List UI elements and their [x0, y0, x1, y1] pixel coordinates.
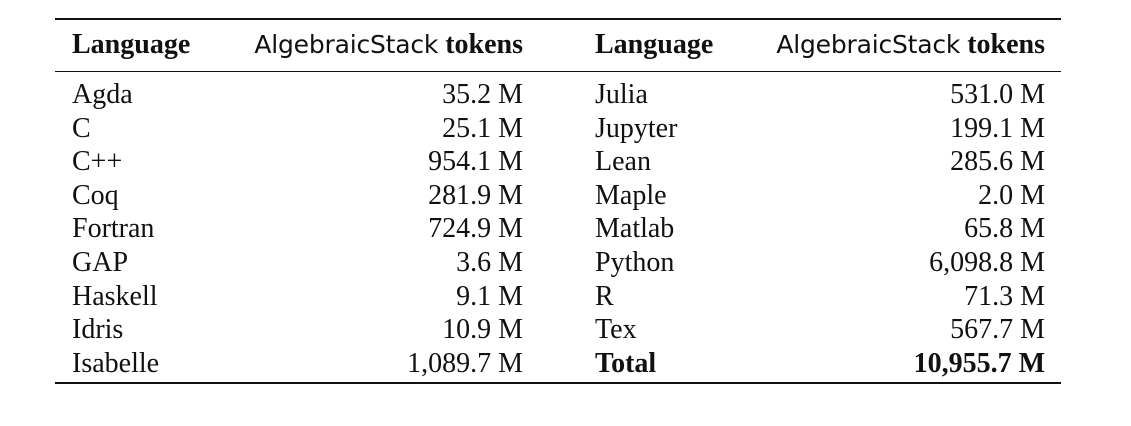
- language-cell: Jupyter: [595, 112, 678, 144]
- header-language-right: Language: [595, 29, 714, 60]
- header-tokens-left: AlgebraicStack tokens: [254, 20, 523, 70]
- language-cell: Agda: [72, 79, 133, 110]
- header-tokens-right: AlgebraicStack tokens: [776, 20, 1045, 70]
- tokens-cell: 954.1 M: [428, 146, 523, 178]
- tokens-cell: 567.7 M: [950, 314, 1045, 346]
- header-tokens-left-suffix: tokens: [445, 29, 523, 60]
- tokens-cell: 71.3 M: [964, 280, 1045, 312]
- tokens-cell: 1,089.7 M: [407, 347, 523, 379]
- language-cell: Haskell: [72, 280, 158, 312]
- tokens-cell: 2.0 M: [978, 179, 1045, 211]
- language-cell: Maple: [595, 179, 667, 211]
- tokens-cell: 281.9 M: [428, 179, 523, 211]
- table-row: Agda 35.2 M Julia 531.0 M: [55, 78, 1061, 112]
- header-tokens-right-prefix: AlgebraicStack: [776, 30, 961, 59]
- total-value: 10,955.7 M: [913, 347, 1045, 379]
- language-cell: Matlab: [595, 213, 675, 245]
- language-cell: C: [72, 112, 91, 144]
- tokens-cell: 285.6 M: [950, 146, 1045, 178]
- header-tokens-right-suffix: tokens: [967, 29, 1045, 60]
- language-cell: GAP: [72, 246, 129, 278]
- language-cell: Coq: [72, 179, 119, 211]
- tokens-cell: 9.1 M: [456, 280, 523, 312]
- bottom-rule: [55, 382, 1061, 385]
- tokens-cell: 6,098.8 M: [929, 246, 1045, 278]
- table-row: Coq 281.9 M Maple 2.0 M: [55, 179, 1061, 213]
- language-token-table: Language AlgebraicStack tokens Language …: [55, 18, 1061, 385]
- top-rule: [55, 18, 1061, 20]
- total-label: Total: [595, 347, 657, 379]
- language-cell: R: [595, 280, 614, 312]
- language-cell: C++: [72, 146, 123, 178]
- table-row: C 25.1 M Jupyter 199.1 M: [55, 112, 1061, 146]
- tokens-cell: 10.9 M: [442, 314, 523, 346]
- table-row: Idris 10.9 M Tex 567.7 M: [55, 313, 1061, 347]
- tokens-cell: 25.1 M: [442, 112, 523, 144]
- table-body: Agda 35.2 M Julia 531.0 M C 25.1 M Jupyt…: [55, 72, 1061, 380]
- tokens-cell: 35.2 M: [442, 79, 523, 110]
- language-cell: Isabelle: [72, 347, 160, 379]
- table-row: C++ 954.1 M Lean 285.6 M: [55, 145, 1061, 179]
- tokens-cell: 65.8 M: [964, 213, 1045, 245]
- header-rule: [55, 71, 1061, 72]
- table-row: Haskell 9.1 M R 71.3 M: [55, 280, 1061, 314]
- language-cell: Tex: [595, 314, 637, 346]
- language-cell: Lean: [595, 146, 651, 178]
- language-cell: Julia: [595, 79, 648, 110]
- tokens-cell: 724.9 M: [428, 213, 523, 245]
- tokens-cell: 199.1 M: [950, 112, 1045, 144]
- language-cell: Fortran: [72, 213, 155, 245]
- table-row: Fortran 724.9 M Matlab 65.8 M: [55, 212, 1061, 246]
- language-cell: Python: [595, 246, 675, 278]
- table-row-total: Isabelle 1,089.7 M Total 10,955.7 M: [55, 347, 1061, 381]
- header-tokens-left-prefix: AlgebraicStack: [254, 30, 439, 59]
- tokens-cell: 3.6 M: [456, 246, 523, 278]
- table-row: GAP 3.6 M Python 6,098.8 M: [55, 246, 1061, 280]
- header-language-left: Language: [72, 29, 191, 60]
- table-header-row: Language AlgebraicStack tokens Language …: [55, 20, 1061, 70]
- language-cell: Idris: [72, 314, 124, 346]
- tokens-cell: 531.0 M: [950, 79, 1045, 110]
